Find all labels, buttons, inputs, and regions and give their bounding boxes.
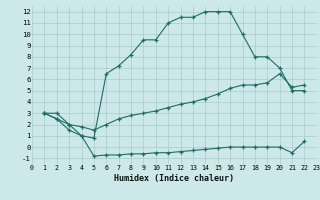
X-axis label: Humidex (Indice chaleur): Humidex (Indice chaleur) [115,174,234,183]
